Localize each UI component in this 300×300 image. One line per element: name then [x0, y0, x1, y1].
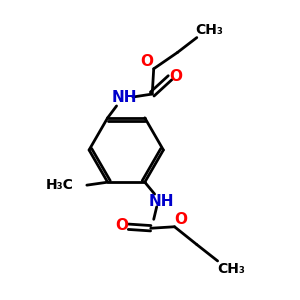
Text: O: O	[141, 54, 154, 69]
Text: O: O	[175, 212, 188, 227]
Text: NH: NH	[111, 89, 137, 104]
Text: CH₃: CH₃	[195, 23, 223, 37]
Text: H₃C: H₃C	[46, 178, 74, 192]
Text: O: O	[116, 218, 128, 233]
Text: NH: NH	[148, 194, 174, 209]
Text: O: O	[169, 69, 182, 84]
Text: CH₃: CH₃	[218, 262, 245, 276]
